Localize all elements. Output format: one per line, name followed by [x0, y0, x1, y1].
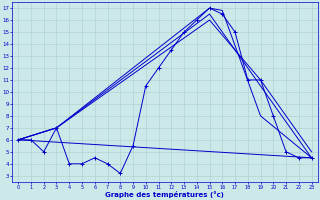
X-axis label: Graphe des températures (°c): Graphe des températures (°c): [106, 191, 224, 198]
